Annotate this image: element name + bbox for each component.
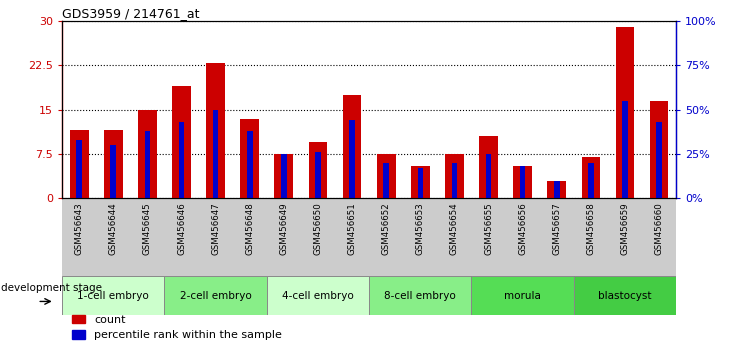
Bar	[588, 163, 594, 198]
Text: GSM456652: GSM456652	[382, 202, 390, 255]
Bar	[513, 166, 532, 198]
Text: GSM456655: GSM456655	[484, 202, 493, 255]
Bar	[377, 154, 395, 198]
Text: 1-cell embryo: 1-cell embryo	[77, 291, 149, 301]
Bar	[240, 119, 259, 198]
Bar	[622, 101, 628, 198]
Bar	[62, 276, 164, 315]
Bar	[275, 154, 293, 198]
Bar	[582, 157, 600, 198]
Text: GSM456658: GSM456658	[586, 202, 595, 255]
Text: blastocyst: blastocyst	[598, 291, 652, 301]
Text: GSM456646: GSM456646	[177, 202, 186, 255]
Bar	[548, 181, 567, 198]
Bar	[471, 276, 574, 315]
Text: morula: morula	[504, 291, 541, 301]
Bar	[70, 130, 88, 198]
Text: development stage: development stage	[1, 283, 102, 293]
Text: GSM456650: GSM456650	[314, 202, 322, 255]
Text: 8-cell embryo: 8-cell embryo	[385, 291, 456, 301]
Bar	[104, 130, 123, 198]
Bar	[308, 142, 327, 198]
Bar	[281, 154, 287, 198]
Bar	[138, 110, 157, 198]
Bar	[616, 27, 635, 198]
Text: GSM456643: GSM456643	[75, 202, 83, 255]
Text: 2-cell embryo: 2-cell embryo	[180, 291, 251, 301]
Text: GSM456654: GSM456654	[450, 202, 459, 255]
Bar	[76, 140, 82, 198]
Text: GSM456647: GSM456647	[211, 202, 220, 255]
Bar	[445, 154, 463, 198]
Bar	[520, 166, 526, 198]
Bar	[206, 63, 225, 198]
Bar	[247, 131, 253, 198]
Bar	[145, 131, 151, 198]
Bar	[480, 136, 498, 198]
Bar	[267, 276, 369, 315]
Bar	[178, 122, 184, 198]
Bar	[369, 276, 471, 315]
Bar	[411, 166, 430, 198]
Bar	[213, 110, 219, 198]
Text: GSM456656: GSM456656	[518, 202, 527, 255]
Text: GSM456645: GSM456645	[143, 202, 152, 255]
Bar	[315, 152, 321, 198]
Text: GDS3959 / 214761_at: GDS3959 / 214761_at	[62, 7, 200, 20]
Bar	[110, 145, 116, 198]
Bar	[485, 154, 491, 198]
Bar	[417, 168, 423, 198]
Bar	[349, 120, 355, 198]
Bar	[164, 276, 267, 315]
Legend: count, percentile rank within the sample: count, percentile rank within the sample	[68, 310, 287, 345]
Bar	[452, 163, 458, 198]
Text: GSM456660: GSM456660	[655, 202, 664, 255]
Text: GSM456657: GSM456657	[553, 202, 561, 255]
Text: GSM456648: GSM456648	[246, 202, 254, 255]
Text: 4-cell embryo: 4-cell embryo	[282, 291, 354, 301]
Bar	[650, 101, 669, 198]
Text: GSM456649: GSM456649	[279, 202, 288, 255]
Bar	[173, 86, 191, 198]
Text: GSM456653: GSM456653	[416, 202, 425, 255]
Bar	[383, 163, 389, 198]
Text: GSM456651: GSM456651	[348, 202, 357, 255]
Bar	[343, 95, 362, 198]
Bar	[574, 276, 676, 315]
Text: GSM456659: GSM456659	[621, 202, 629, 255]
Text: GSM456644: GSM456644	[109, 202, 118, 255]
Bar	[656, 122, 662, 198]
Bar	[554, 181, 560, 198]
